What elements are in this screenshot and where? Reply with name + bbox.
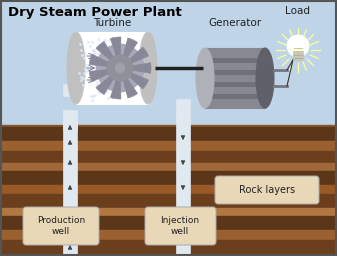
Bar (205, 94, 265, 99)
Bar (0, 185, 337, 194)
Bar (0, 216, 337, 230)
Ellipse shape (256, 48, 274, 108)
Wedge shape (89, 68, 120, 82)
Bar (0, 151, 337, 163)
Circle shape (115, 63, 125, 73)
Wedge shape (120, 68, 137, 98)
Wedge shape (120, 47, 149, 68)
Wedge shape (120, 63, 151, 73)
Text: Rock layers: Rock layers (239, 185, 295, 195)
Text: Production
well: Production well (37, 216, 85, 236)
Bar (205, 48, 265, 108)
Bar (63, 84, 77, 96)
Wedge shape (96, 68, 120, 95)
Text: Injection
well: Injection well (160, 216, 200, 236)
Bar (0, 240, 337, 254)
Ellipse shape (139, 32, 157, 104)
Bar (0, 125, 337, 256)
Wedge shape (110, 68, 121, 99)
Bar (0, 208, 337, 216)
Bar (0, 194, 337, 208)
Wedge shape (120, 68, 149, 89)
Circle shape (287, 35, 309, 57)
Wedge shape (89, 54, 120, 68)
Bar (0, 163, 337, 171)
Bar (0, 171, 337, 185)
Wedge shape (96, 41, 120, 68)
FancyBboxPatch shape (23, 207, 99, 245)
Text: Turbine: Turbine (93, 18, 131, 28)
Bar (293, 51, 303, 60)
Wedge shape (110, 37, 121, 68)
Circle shape (107, 55, 133, 81)
Bar (205, 70, 265, 75)
Bar (0, 230, 337, 240)
Ellipse shape (67, 32, 85, 104)
Bar (205, 58, 265, 63)
Ellipse shape (196, 48, 214, 108)
Text: Generator: Generator (209, 18, 262, 28)
Bar (176, 117, 190, 256)
Bar (63, 115, 77, 256)
Bar (63, 110, 77, 130)
Bar (205, 82, 265, 87)
Bar (0, 141, 337, 151)
Text: Dry Steam Power Plant: Dry Steam Power Plant (8, 6, 182, 19)
Circle shape (96, 44, 144, 92)
Bar (0, 127, 337, 141)
FancyBboxPatch shape (145, 207, 216, 245)
Wedge shape (120, 38, 137, 68)
Text: Load: Load (285, 6, 310, 16)
FancyBboxPatch shape (215, 176, 319, 204)
Bar (76, 32, 148, 104)
Bar (176, 99, 190, 120)
